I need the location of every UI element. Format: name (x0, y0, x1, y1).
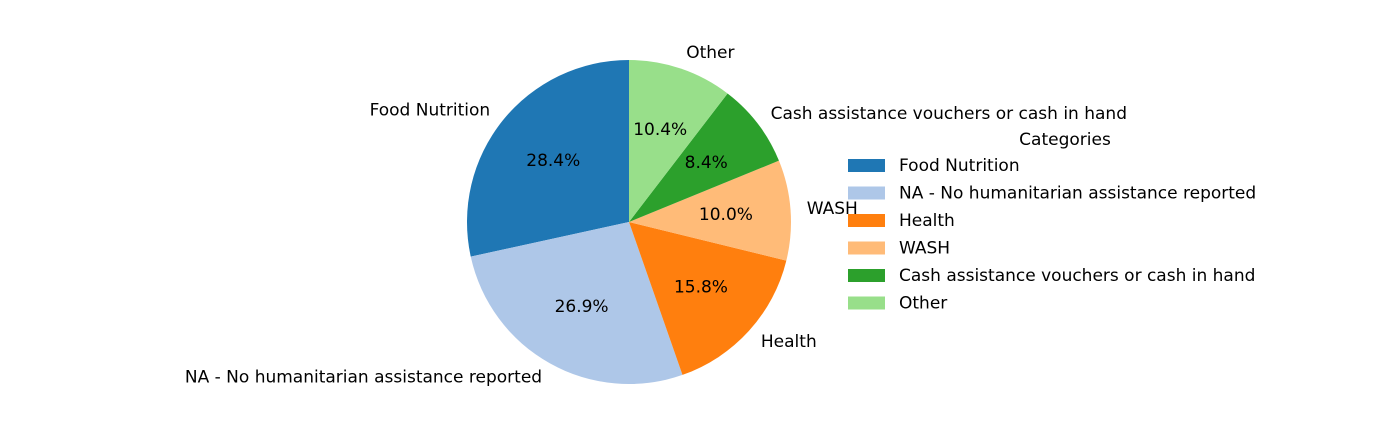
legend-items: Food Nutrition NA - No humanitarian assis… (848, 156, 1256, 314)
percentage-labels: 28.4% 26.9% 15.8% 10.0% 8.4% 10.4% (526, 120, 753, 317)
legend: Categories Food Nutrition NA - No humanit… (848, 130, 1256, 314)
pct-label-health: 15.8% (674, 277, 728, 297)
pie-slices (467, 60, 791, 384)
legend-label-health: Health (899, 211, 955, 231)
legend-swatch-cash-assistance-vouchers-or-cash-in-hand (848, 269, 885, 282)
slice-label-cash-assistance-vouchers-or-cash-in-hand: Cash assistance vouchers or cash in hand (771, 104, 1127, 124)
legend-swatch-health (848, 214, 885, 227)
pie-slice-cash-assistance-vouchers-or-cash-in-hand (629, 93, 779, 222)
pie-slice-health (629, 222, 787, 375)
slice-labels: Food Nutrition NA - No humanitarian assis… (185, 43, 1127, 387)
pct-label-food-nutrition: 28.4% (526, 151, 580, 171)
slice-label-health: Health (761, 332, 817, 352)
pct-label-other: 10.4% (633, 120, 687, 140)
pct-label-cash-assistance-vouchers-or-cash-in-hand: 8.4% (685, 153, 728, 173)
legend-label-na-no-humanitarian-assistance-reported: NA - No humanitarian assistance reported (899, 184, 1256, 204)
pie-slice-other (629, 60, 728, 222)
legend-title: Categories (1019, 130, 1111, 150)
pct-label-na-no-humanitarian-assistance-reported: 26.9% (555, 297, 609, 317)
pie-slice-wash (629, 160, 791, 261)
pct-label-wash: 10.0% (699, 205, 753, 225)
legend-swatch-na-no-humanitarian-assistance-reported (848, 186, 885, 200)
legend-swatch-food-nutrition (848, 159, 885, 172)
slice-label-na-no-humanitarian-assistance-reported: NA - No humanitarian assistance reported (185, 368, 542, 388)
legend-swatch-other (848, 296, 885, 310)
legend-label-other: Other (899, 294, 947, 314)
slice-label-other: Other (686, 43, 734, 63)
slice-label-food-nutrition: Food Nutrition (370, 100, 491, 120)
legend-label-cash-assistance-vouchers-or-cash-in-hand: Cash assistance vouchers or cash in hand (899, 266, 1255, 286)
legend-swatch-wash (848, 241, 885, 255)
pie-slice-na-no-humanitarian-assistance-reported (470, 222, 683, 384)
pie-slice-food-nutrition (467, 60, 629, 257)
slice-label-wash: WASH (807, 199, 858, 219)
legend-label-wash: WASH (899, 239, 950, 259)
legend-label-food-nutrition: Food Nutrition (899, 156, 1020, 176)
